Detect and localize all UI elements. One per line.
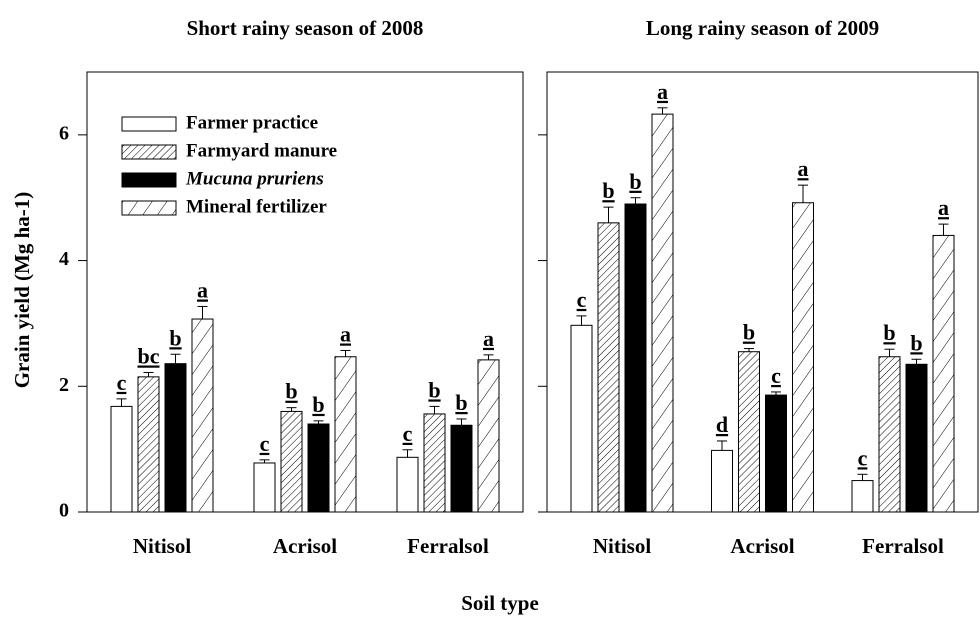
- bar: [711, 449, 733, 513]
- legend-label: Mucuna pruriens: [185, 168, 324, 189]
- x-tick-label: Acrisol: [273, 534, 337, 558]
- bar: [396, 456, 419, 513]
- legend-label: Farmyard manure: [186, 140, 337, 161]
- significance-letter: b: [428, 377, 440, 402]
- significance-letter: b: [910, 330, 922, 355]
- y-tick-label: 6: [59, 122, 69, 144]
- bar: [765, 394, 787, 513]
- bar: [932, 234, 955, 513]
- legend-swatch: [121, 172, 177, 188]
- x-tick-label: Nitisol: [593, 534, 652, 558]
- legend-swatch: [121, 144, 177, 160]
- panel-title: Long rainy season of 2009: [646, 16, 879, 40]
- y-tick-label: 4: [59, 248, 69, 270]
- significance-letter: c: [577, 287, 587, 312]
- bar: [191, 318, 214, 513]
- bar: [738, 351, 760, 513]
- significance-letter: bc: [138, 344, 160, 369]
- significance-letter: a: [340, 322, 351, 347]
- significance-letter: a: [483, 326, 494, 351]
- bar: [597, 222, 620, 513]
- x-tick-label: Ferralsol: [407, 534, 489, 558]
- x-tick-label: Acrisol: [730, 534, 794, 558]
- legend-label: Mineral fertilizer: [186, 196, 327, 217]
- significance-letter: b: [455, 390, 467, 415]
- x-tick-label: Nitisol: [133, 534, 192, 558]
- significance-letter: a: [798, 156, 809, 181]
- y-tick-label: 0: [59, 500, 69, 522]
- bar: [423, 413, 446, 513]
- legend-swatch: [121, 116, 177, 132]
- bar: [280, 410, 303, 513]
- significance-letter: c: [403, 421, 413, 446]
- significance-letter: c: [260, 431, 270, 456]
- significance-letter: b: [285, 379, 297, 404]
- legend-swatch: [121, 200, 177, 216]
- plot-frame: [86, 71, 524, 513]
- significance-letter: b: [629, 169, 641, 194]
- bar: [450, 424, 473, 513]
- significance-letter: a: [938, 195, 949, 220]
- x-axis-label: Soil type: [461, 591, 539, 615]
- bar: [334, 356, 357, 513]
- significance-letter: c: [117, 370, 127, 395]
- significance-letter: b: [743, 320, 755, 345]
- bar: [570, 324, 593, 513]
- bar: [137, 376, 160, 513]
- bar: [253, 462, 276, 513]
- bar: [164, 363, 187, 513]
- bar: [792, 202, 814, 513]
- bar: [878, 356, 901, 513]
- bar: [905, 363, 928, 513]
- significance-letter: c: [771, 363, 781, 388]
- legend-label: Farmer practice: [186, 112, 318, 133]
- significance-letter: b: [312, 392, 324, 417]
- significance-letter: b: [169, 325, 181, 350]
- y-tick-label: 2: [59, 374, 69, 396]
- bar: [851, 480, 874, 513]
- x-tick-label: Ferralsol: [862, 534, 944, 558]
- panel-title: Short rainy season of 2008: [187, 16, 424, 40]
- significance-letter: c: [858, 445, 868, 470]
- significance-letter: b: [883, 320, 895, 345]
- bar: [477, 359, 500, 513]
- bar: [651, 113, 674, 513]
- significance-letter: d: [716, 412, 728, 437]
- bar: [110, 405, 133, 513]
- bar: [307, 423, 330, 513]
- significance-letter: b: [602, 178, 614, 203]
- y-axis-label: Grain yield (Mg ha-1): [10, 192, 34, 389]
- significance-letter: a: [657, 79, 668, 104]
- bar: [624, 203, 647, 513]
- significance-letter: a: [197, 278, 208, 303]
- plot-frame: [546, 71, 979, 513]
